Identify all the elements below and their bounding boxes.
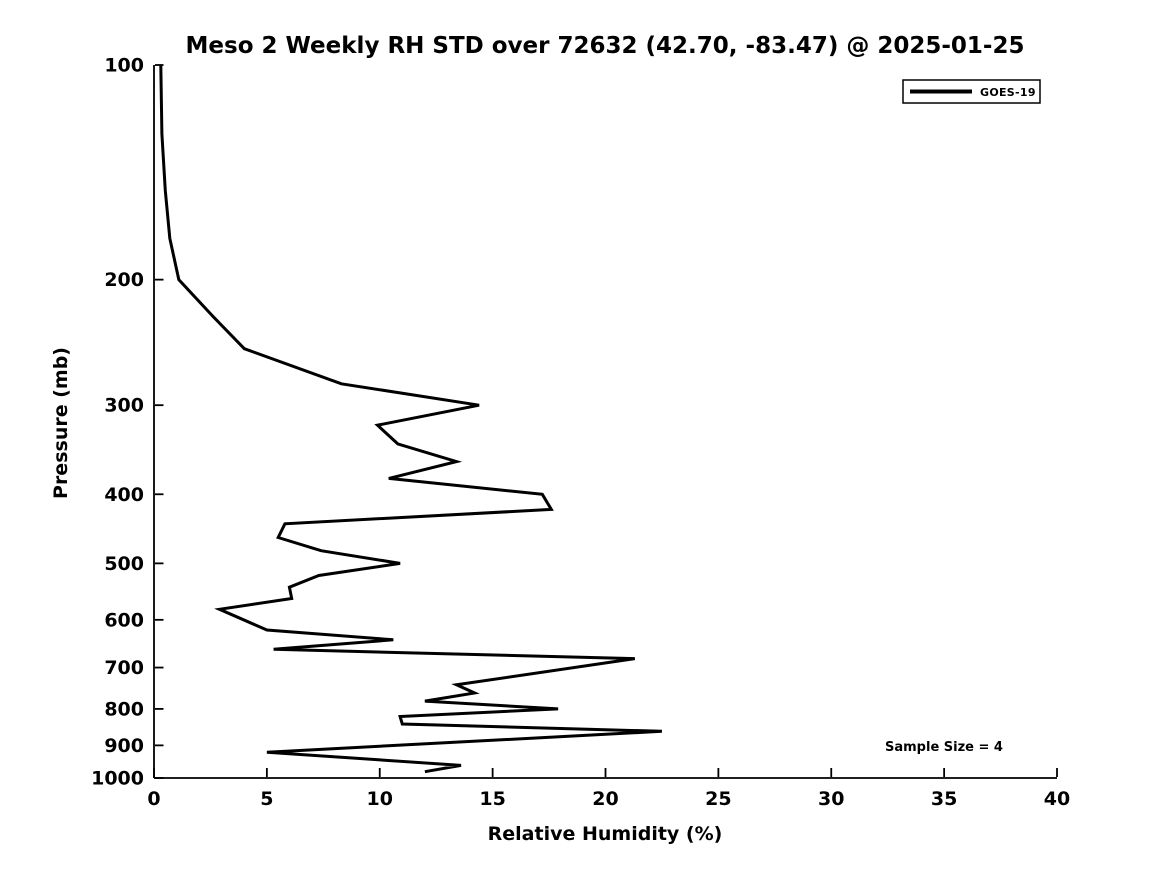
y-tick-label: 600 <box>104 609 144 631</box>
sample-size-annotation: Sample Size = 4 <box>885 740 1003 755</box>
x-tick-label: 10 <box>367 788 393 810</box>
rh-std-profile-line <box>159 64 662 774</box>
legend-series-label: GOES-19 <box>980 86 1036 99</box>
x-tick-label: 35 <box>931 788 957 810</box>
x-tick-label: 30 <box>818 788 844 810</box>
chart-title: Meso 2 Weekly RH STD over 72632 (42.70, … <box>186 33 1025 59</box>
x-axis-ticks: 0 5 10 15 20 25 30 35 40 <box>147 768 1070 810</box>
y-axis-label: Pressure (mb) <box>50 347 72 499</box>
y-tick-label: 800 <box>104 698 144 720</box>
x-tick-label: 40 <box>1044 788 1070 810</box>
y-tick-label: 700 <box>104 657 144 679</box>
y-tick-label: 400 <box>104 484 144 506</box>
x-tick-label: 0 <box>147 788 160 810</box>
y-tick-label: 500 <box>104 553 144 575</box>
y-tick-label: 1000 <box>91 768 144 790</box>
x-tick-label: 20 <box>592 788 618 810</box>
x-tick-label: 25 <box>705 788 731 810</box>
y-tick-label: 900 <box>104 735 144 757</box>
x-tick-label: 15 <box>479 788 505 810</box>
y-axis-ticks: 100 200 300 400 500 600 700 800 900 1000 <box>91 55 164 790</box>
y-tick-label: 200 <box>104 269 144 291</box>
x-tick-label: 5 <box>260 788 273 810</box>
legend: GOES-19 <box>902 79 1041 104</box>
y-tick-label: 100 <box>104 55 144 77</box>
y-tick-label: 300 <box>104 395 144 417</box>
x-axis-label: Relative Humidity (%) <box>488 823 723 845</box>
